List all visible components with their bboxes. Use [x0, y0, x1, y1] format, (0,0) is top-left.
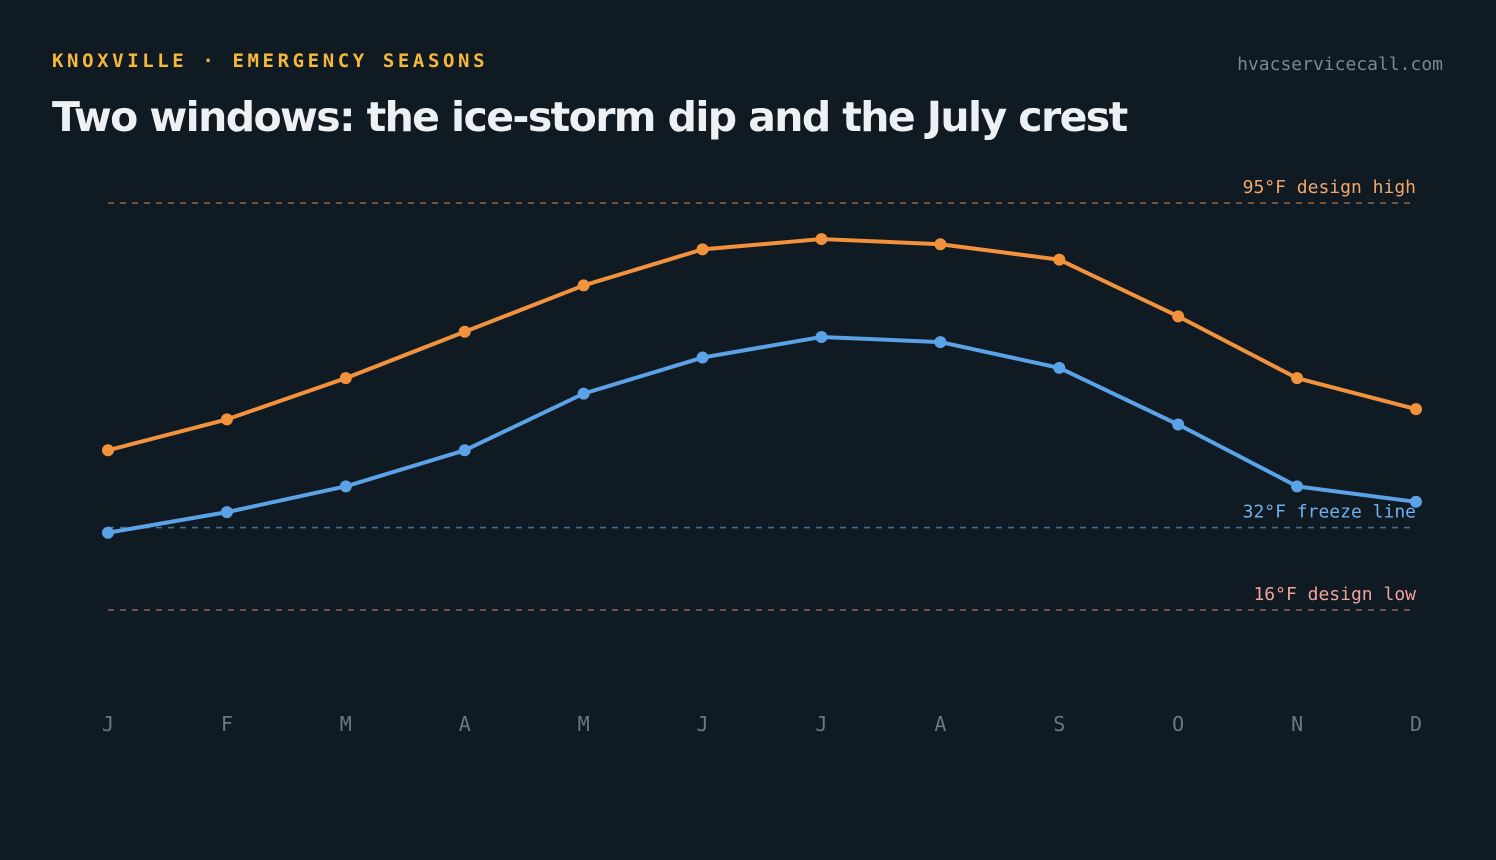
x-tick-label-0: J	[102, 712, 114, 736]
high-point-9	[1172, 310, 1185, 323]
low-point-11	[1410, 495, 1422, 508]
site-url: hvacservicecall.com	[1237, 54, 1443, 75]
high-point-4	[577, 279, 590, 292]
x-tick-label-3: A	[459, 712, 471, 736]
x-tick-label-5: J	[697, 712, 709, 736]
low-point-1	[220, 506, 233, 519]
x-tick-label-9: O	[1172, 712, 1184, 736]
high-point-3	[458, 325, 471, 338]
low-point-3	[458, 444, 471, 457]
high-point-7	[934, 238, 947, 251]
high-point-1	[220, 413, 233, 426]
low-point-7	[934, 336, 947, 349]
low-point-0	[102, 526, 114, 539]
x-tick-label-6: J	[815, 712, 827, 736]
low-point-10	[1291, 480, 1304, 493]
high-point-5	[696, 243, 709, 256]
low-point-2	[339, 480, 352, 493]
high-point-11	[1410, 403, 1422, 416]
eyebrow-label: KNOXVILLE · EMERGENCY SEASONS	[52, 50, 489, 72]
low-point-9	[1172, 418, 1185, 431]
high-point-6	[815, 233, 828, 246]
ref_freeze-reference-label: 32°F freeze line	[1243, 502, 1416, 523]
low-series-line	[106, 334, 1418, 535]
x-tick-label-4: M	[578, 712, 590, 736]
ref_low-reference-label: 16°F design low	[1253, 584, 1416, 605]
page-title: Two windows: the ice-storm dip and the J…	[52, 93, 1128, 141]
x-tick-label-10: N	[1291, 712, 1303, 736]
low-point-8	[1053, 361, 1066, 374]
high-point-8	[1053, 253, 1066, 266]
x-tick-label-8: S	[1053, 712, 1065, 736]
x-tick-label-11: D	[1410, 712, 1422, 736]
high-point-0	[102, 444, 114, 457]
ref_high-reference-label: 95°F design high	[1243, 177, 1416, 198]
low-point-4	[577, 387, 590, 400]
x-tick-label-7: A	[934, 712, 946, 736]
x-tick-label-1: F	[221, 712, 233, 736]
low-point-5	[696, 351, 709, 364]
high-series-line	[106, 237, 1418, 453]
x-tick-label-2: M	[340, 712, 352, 736]
low-point-6	[815, 330, 828, 343]
high-point-2	[339, 372, 352, 385]
high-point-10	[1291, 372, 1304, 385]
